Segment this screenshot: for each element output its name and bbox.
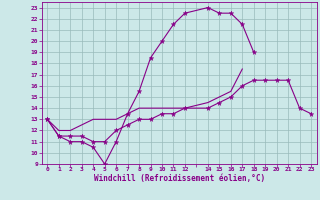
X-axis label: Windchill (Refroidissement éolien,°C): Windchill (Refroidissement éolien,°C): [94, 174, 265, 183]
